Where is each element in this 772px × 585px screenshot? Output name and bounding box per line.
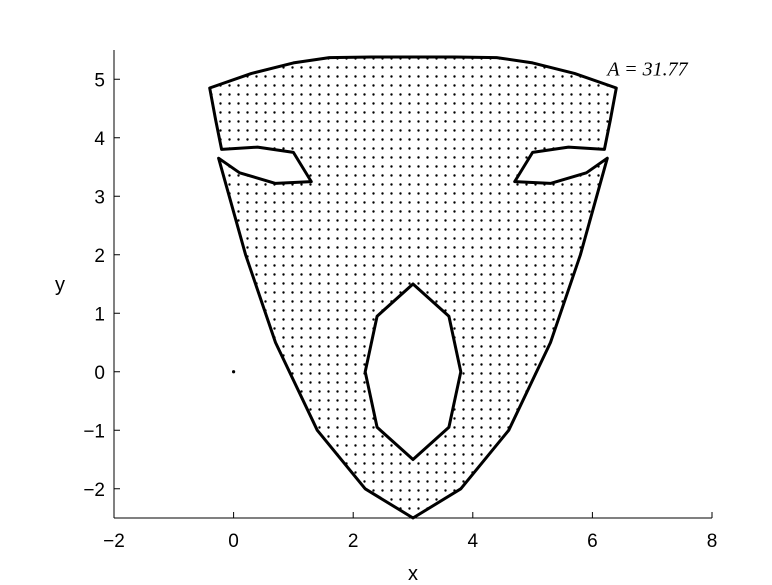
axes: −2 0 2 4 6 8 −2 −1 0 1 2 3 4 5 <box>83 50 717 552</box>
hole-boundary-0 <box>363 282 463 461</box>
y-tick-label-1: −1 <box>83 421 105 442</box>
y-axis-label: y <box>55 274 65 296</box>
x-tick-label-4: 6 <box>587 531 598 552</box>
outer-boundary <box>208 55 618 520</box>
x-axis-label: x <box>408 563 418 585</box>
y-tick-label-5: 3 <box>94 187 105 208</box>
x-tick-label-3: 4 <box>468 531 479 552</box>
y-tick-label-4: 2 <box>94 246 105 267</box>
y-tick-label-7: 5 <box>94 70 105 91</box>
y-tick-label-2: 0 <box>94 363 105 384</box>
plot-area <box>208 55 618 520</box>
y-tick-label-0: −2 <box>83 480 105 501</box>
x-tick-label-2: 2 <box>348 531 359 552</box>
area-annotation: A = 31.77 <box>605 58 688 80</box>
isolated-point-0 <box>232 370 236 374</box>
y-tick-label-6: 4 <box>94 129 105 150</box>
region-fill <box>209 57 617 518</box>
x-tick-label-0: −2 <box>103 531 125 552</box>
y-tick-label-3: 1 <box>94 304 105 325</box>
x-tick-label-1: 0 <box>228 531 239 552</box>
x-tick-label-5: 8 <box>707 531 718 552</box>
